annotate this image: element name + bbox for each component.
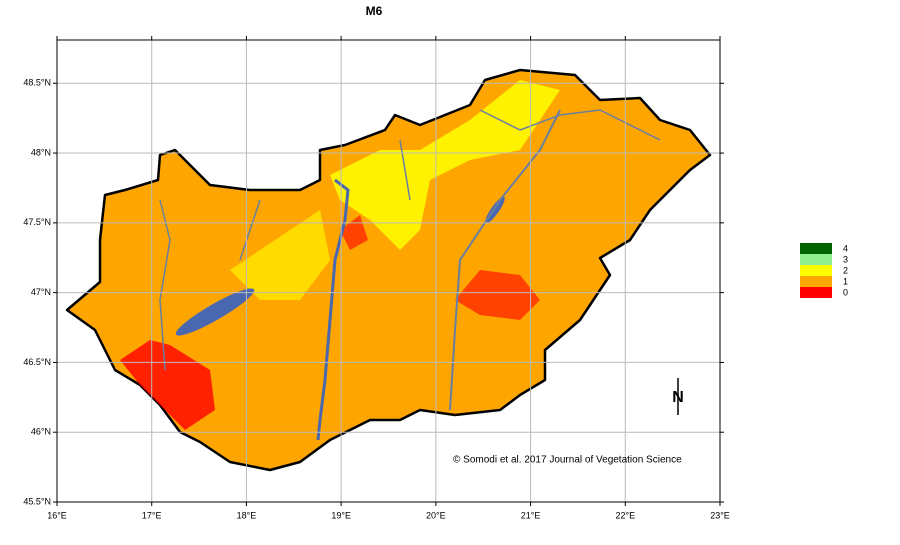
y-tick-label: 46°N: [31, 427, 51, 437]
y-tick-label: 48°N: [31, 147, 51, 157]
river: [159, 109, 661, 371]
x-tick-label: 21°E: [521, 510, 541, 520]
legend-swatch: [800, 265, 832, 276]
legend-label: 2: [843, 265, 848, 275]
credit: © Somodi et al. 2017 Journal of Vegetati…: [453, 455, 682, 466]
x-tick-label: 23°E: [710, 510, 730, 520]
plot-frame: [56, 39, 721, 503]
lake: [485, 196, 505, 224]
y-tick-label: 46.5°N: [23, 357, 51, 367]
x-tick-label: 22°E: [615, 510, 635, 520]
y-tick-label: 47.5°N: [23, 217, 51, 227]
y-tick-label: 45.5°N: [23, 496, 51, 506]
legend-swatch: [800, 287, 832, 298]
x-tick-label: 18°E: [237, 510, 257, 520]
yellow-zone: [230, 210, 330, 300]
legend-label: 4: [843, 243, 848, 253]
legend-swatch: [800, 254, 832, 265]
legend-swatch: [800, 276, 832, 287]
x-tick-label: 20°E: [426, 510, 446, 520]
legend-label: 3: [843, 254, 848, 264]
y-tick-label: 47°N: [31, 287, 51, 297]
legend-swatch: [800, 243, 832, 254]
river: [449, 109, 561, 411]
map-body: [65, 68, 712, 472]
x-tick-label: 17°E: [142, 510, 162, 520]
river: [316, 178, 350, 441]
x-tick-label: 19°E: [331, 510, 351, 520]
legend-label: 1: [843, 276, 848, 286]
x-tick-label: 16°E: [47, 510, 67, 520]
red-zone: [340, 215, 368, 250]
north-label: N: [672, 389, 684, 406]
yellow-zone: [330, 80, 560, 250]
y-tick-label: 48.5°N: [23, 78, 51, 88]
red-zone: [455, 270, 540, 320]
map-title: M6: [366, 4, 383, 18]
lake: [175, 288, 255, 336]
legend-label: 0: [843, 287, 848, 297]
north-arrow: N: [672, 378, 684, 415]
country-fill: [65, 68, 712, 472]
